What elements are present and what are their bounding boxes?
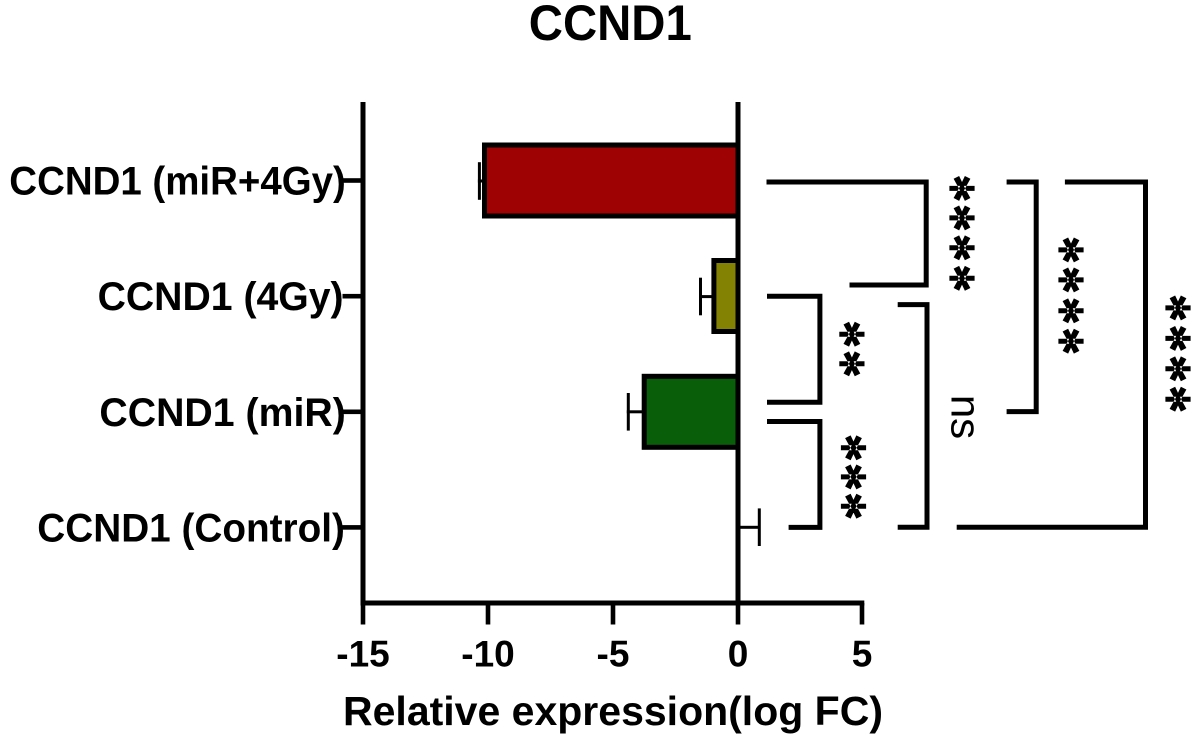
- svg-text:-10: -10: [461, 634, 514, 675]
- svg-text:CCND1: CCND1: [529, 0, 692, 51]
- svg-text:CCND1 (4Gy): CCND1 (4Gy): [98, 275, 344, 319]
- svg-text:-5: -5: [597, 634, 630, 675]
- svg-text:5: 5: [852, 634, 873, 675]
- svg-text:0: 0: [728, 634, 749, 675]
- svg-text:CCND1 (Control): CCND1 (Control): [37, 506, 345, 550]
- svg-text:Relative expression(log FC): Relative expression(log FC): [343, 688, 883, 734]
- svg-text:ns: ns: [943, 395, 990, 439]
- svg-text:CCND1 (miR+4Gy): CCND1 (miR+4Gy): [9, 160, 346, 204]
- svg-text:CCND1 (miR): CCND1 (miR): [99, 391, 345, 435]
- svg-text:-15: -15: [336, 634, 389, 675]
